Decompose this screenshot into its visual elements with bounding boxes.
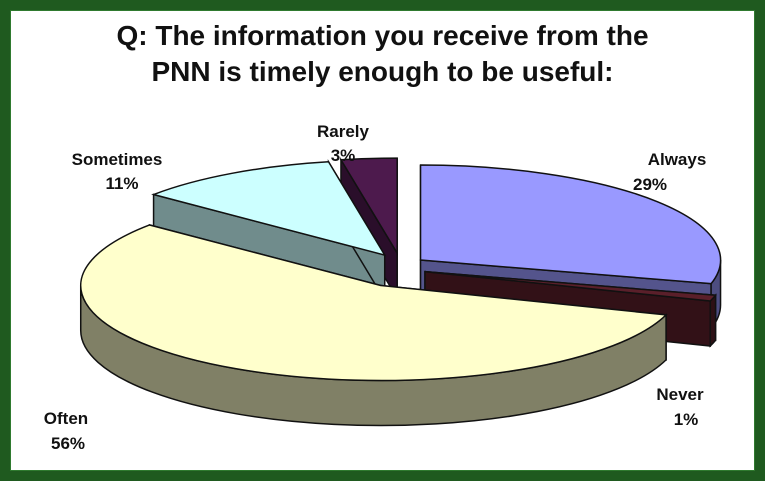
slice-label-often: Often (44, 409, 88, 428)
slice-label-rarely: Rarely (317, 122, 370, 141)
slice-sometimes-top (151, 160, 387, 257)
chart-title: Q: The information you receive from the … (10, 18, 755, 90)
slice-rarely-top (339, 157, 398, 256)
pie-slices (79, 157, 722, 427)
slice-never-top (424, 270, 718, 302)
slice-label-never: Never (656, 385, 704, 404)
slice-label-always: Always (648, 150, 707, 169)
slice-pct-often: 56% (51, 434, 85, 453)
pie-labels: Always 29% Never 1% Often 56% Sometimes … (44, 122, 706, 453)
slice-pct-always: 29% (633, 175, 667, 194)
slice-pct-rarely: 3% (331, 146, 356, 165)
slice-pct-never: 1% (674, 410, 699, 429)
title-line-2: PNN is timely enough to be useful: (151, 56, 614, 87)
slice-always-top (419, 164, 722, 285)
slice-never-side-0 (709, 293, 717, 348)
slice-often (79, 223, 668, 427)
slice-label-sometimes: Sometimes (72, 150, 163, 169)
title-line-1: Q: The information you receive from the (116, 20, 649, 51)
slice-often-top (80, 224, 668, 382)
slice-pct-sometimes: 11% (105, 174, 138, 193)
